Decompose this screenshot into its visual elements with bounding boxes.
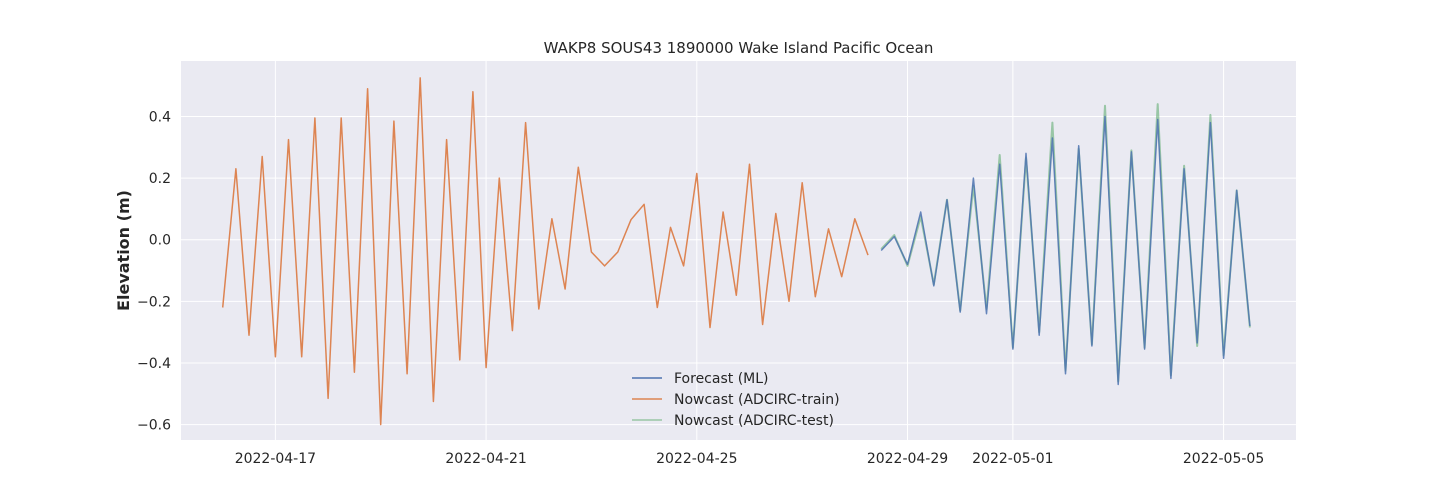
plot-area	[181, 61, 1296, 440]
legend: Forecast (ML) Nowcast (ADCIRC-train) Nowca…	[632, 371, 840, 429]
y-tick-label: 0.2	[149, 171, 171, 187]
x-tick-label: 2022-05-01	[972, 451, 1053, 467]
x-tick-label: 2022-04-29	[867, 451, 948, 467]
y-tick-label: −0.6	[137, 418, 171, 434]
series-line	[880, 115, 1251, 386]
series-layer	[221, 77, 1251, 426]
grid	[181, 61, 1296, 440]
y-tick-label: −0.4	[137, 356, 171, 372]
legend-label: Nowcast (ADCIRC-train)	[674, 392, 840, 408]
legend-label: Forecast (ML)	[674, 371, 769, 387]
x-tick-label: 2022-04-21	[445, 451, 526, 467]
x-tick-label: 2022-05-05	[1183, 451, 1264, 467]
x-tick-label: 2022-04-25	[656, 451, 737, 467]
y-tick-label: 0.4	[149, 109, 171, 125]
x-tick-label: 2022-04-17	[235, 451, 316, 467]
y-tick-label: 0.0	[149, 233, 171, 249]
y-tick-label: −0.2	[137, 294, 171, 310]
x-axis: 2022-04-17 2022-04-21 2022-04-25 2022-04-29…	[235, 451, 1265, 467]
legend-label: Nowcast (ADCIRC-test)	[674, 413, 834, 429]
y-axis: −0.6 −0.4 −0.2 0.0 0.2 0.4	[137, 109, 171, 433]
series-line	[221, 77, 869, 426]
y-axis-label: Elevation (m)	[114, 190, 133, 311]
chart-title: WAKP8 SOUS43 1890000 Wake Island Pacific…	[544, 39, 934, 57]
